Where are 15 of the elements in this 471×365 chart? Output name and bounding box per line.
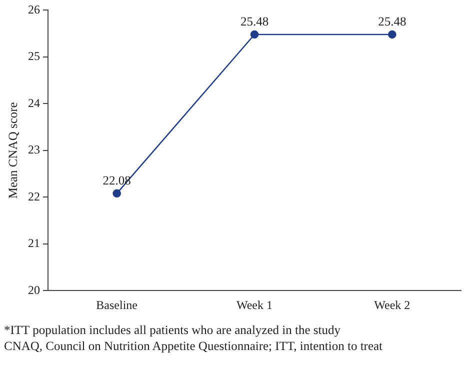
x-tick-label: Baseline [96,298,138,312]
x-tick-label: Week 1 [236,298,273,312]
text: *ITT population includes all patients who are analyzed in the study [4,322,342,338]
data-label: 25.48 [378,14,406,29]
y-tick-label: 24 [28,96,40,110]
x-tick-label: Week 2 [374,298,410,312]
y-tick-label: 20 [28,282,40,297]
y-tick-label: 21 [28,236,40,250]
text: CNAQ, Council on Nutrition Appetite Questionnaire; ITT, intention to treat [4,338,383,354]
y-axis-title: Mean CNAQ score [6,102,20,199]
y-tick-label: 26 [28,2,40,16]
y-tick-label: 25 [28,49,40,64]
y-tick-label: 22 [28,189,40,204]
data-label: 25.48 [240,14,269,29]
y-tick-label: 23 [28,142,40,157]
